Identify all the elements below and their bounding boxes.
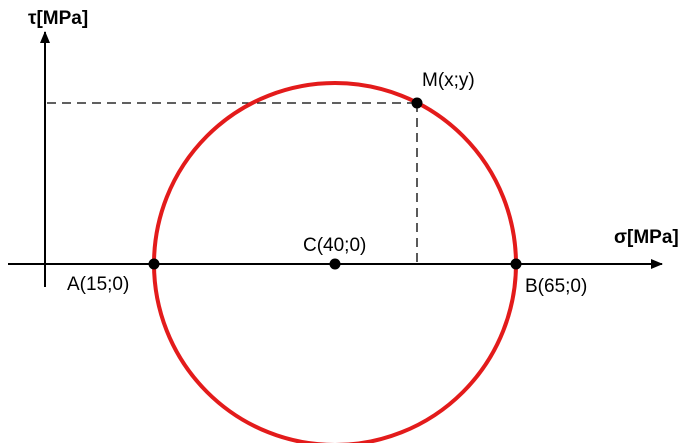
point-m	[411, 97, 423, 109]
point-c	[329, 258, 341, 270]
tau-axis-title: τ[MPa]	[28, 8, 88, 29]
point-a	[148, 258, 160, 270]
point-b-label: B(65;0)	[525, 276, 587, 297]
point-c-label: C(40;0)	[303, 235, 366, 256]
point-a-label: A(15;0)	[67, 274, 129, 295]
sigma-axis-title: σ[MPa]	[614, 227, 679, 248]
point-m-label: M(x;y)	[422, 70, 475, 91]
point-b	[510, 258, 522, 270]
